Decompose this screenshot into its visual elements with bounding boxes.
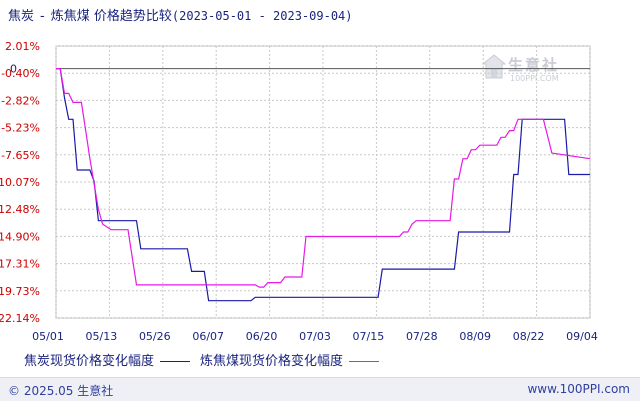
chart-series — [56, 67, 591, 302]
x-tick-label: 09/04 — [566, 330, 598, 343]
y-tick-label: 2.01% — [5, 40, 40, 53]
x-tick-label: 05/26 — [139, 330, 171, 343]
x-tick-label: 07/28 — [406, 330, 438, 343]
x-tick-label: 07/15 — [353, 330, 385, 343]
y-tick-label: -22.14% — [0, 312, 40, 325]
chart-axis-labels: 2.01% -0.40% -2.82% -5.23% -7.65% -10.07% -12.… — [0, 40, 598, 343]
legend-swatch-coking-coal — [349, 361, 380, 362]
y-tick-label: -7.65% — [1, 149, 40, 162]
x-tick-label: 08/09 — [459, 330, 491, 343]
legend-item-coking-coal: 炼焦煤现货价格变化幅度 — [200, 350, 380, 369]
series-line-2 — [56, 67, 591, 288]
x-tick-label: 08/22 — [513, 330, 545, 343]
y-tick-label: -17.31% — [0, 258, 40, 271]
watermark-url: 100PPI.COM — [510, 74, 559, 83]
title-suffix: 价格趋势比较 — [93, 9, 172, 24]
title-product: 焦炭 — [8, 9, 35, 24]
x-tick-label: 07/03 — [299, 330, 331, 343]
chart-grid — [55, 45, 591, 319]
x-tick-label: 05/13 — [86, 330, 118, 343]
footer-site-link[interactable]: www.100PPI.com — [527, 382, 630, 396]
y-tick-label: -0.40% — [1, 67, 40, 80]
y-tick-label: -14.90% — [0, 230, 40, 243]
title-date-range: (2023-05-01 - 2023-09-04) — [171, 9, 353, 23]
legend-label-coking-coal: 炼焦煤现货价格变化幅度 — [200, 354, 344, 369]
legend-swatch-coke — [160, 361, 191, 362]
legend-item-coke: 焦炭现货价格变化幅度 — [24, 350, 191, 369]
title-separator: - — [40, 9, 45, 24]
legend-label-coke: 焦炭现货价格变化幅度 — [24, 354, 155, 369]
x-tick-label: 05/01 — [32, 330, 64, 343]
y-tick-label: -5.23% — [1, 122, 40, 135]
footer-bar: © 2025.05 生意社 www.100PPI.com — [0, 377, 640, 401]
y-tick-label: -10.07% — [0, 176, 40, 189]
y-tick-label: -19.73% — [0, 285, 40, 298]
x-tick-label: 06/07 — [192, 330, 224, 343]
series-line-1 — [56, 67, 590, 302]
watermark-text: 生意社 — [508, 56, 560, 74]
y-tick-label: -2.82% — [1, 94, 40, 107]
chart-title: 焦炭 - 炼焦煤 价格趋势比较(2023-05-01 - 2023-09-04) — [8, 5, 353, 24]
zero-label: 0 — [10, 63, 17, 76]
x-tick-label: 06/20 — [246, 330, 278, 343]
title-compare: 炼焦煤 — [50, 9, 90, 24]
y-tick-label: -12.48% — [0, 203, 40, 216]
footer-copyright: © 2025.05 生意社 — [8, 384, 114, 398]
